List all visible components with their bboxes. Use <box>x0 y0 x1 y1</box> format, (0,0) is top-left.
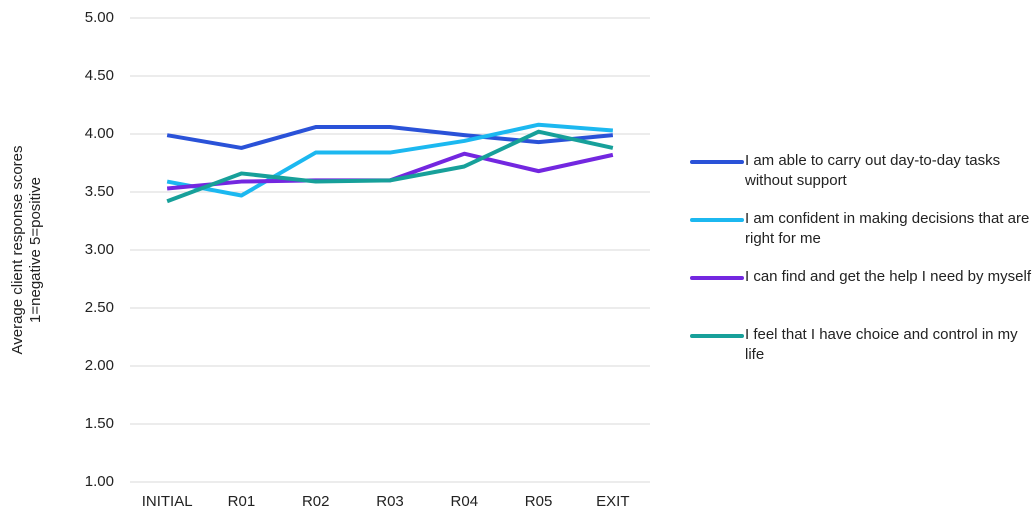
series-line <box>166 122 614 198</box>
y-tick-label: 1.00 <box>85 473 114 490</box>
series-line <box>166 125 614 150</box>
legend-label: I am able to carry out day-to-day tasks … <box>745 152 1001 189</box>
y-axis-label: 1=negative 5=positive <box>27 177 44 323</box>
legend-label: I can find and get the help I need by my… <box>745 268 1032 285</box>
y-tick-label: 4.00 <box>85 125 114 142</box>
x-tick-label: EXIT <box>596 493 629 510</box>
legend-label: I am confident in making decisions that … <box>745 210 1030 247</box>
y-tick-label: 1.50 <box>85 415 114 432</box>
x-tick-label: R05 <box>525 493 553 510</box>
y-tick-label: 2.50 <box>85 299 114 316</box>
x-tick-label: R01 <box>228 493 256 510</box>
legend-label: I feel that I have choice and control in… <box>745 326 1018 363</box>
x-tick-label: R04 <box>451 493 479 510</box>
series-line <box>166 129 614 204</box>
x-tick-label: R02 <box>302 493 330 510</box>
x-tick-label: R03 <box>376 493 404 510</box>
y-tick-label: 3.50 <box>85 183 114 200</box>
y-tick-label: 3.00 <box>85 241 114 258</box>
series-line <box>166 151 614 191</box>
y-tick-label: 2.00 <box>85 357 114 374</box>
x-tick-label: INITIAL <box>142 493 193 510</box>
y-tick-label: 4.50 <box>85 67 114 84</box>
y-tick-label: 5.00 <box>85 9 114 26</box>
y-axis-label: Average client response scores <box>9 145 26 354</box>
